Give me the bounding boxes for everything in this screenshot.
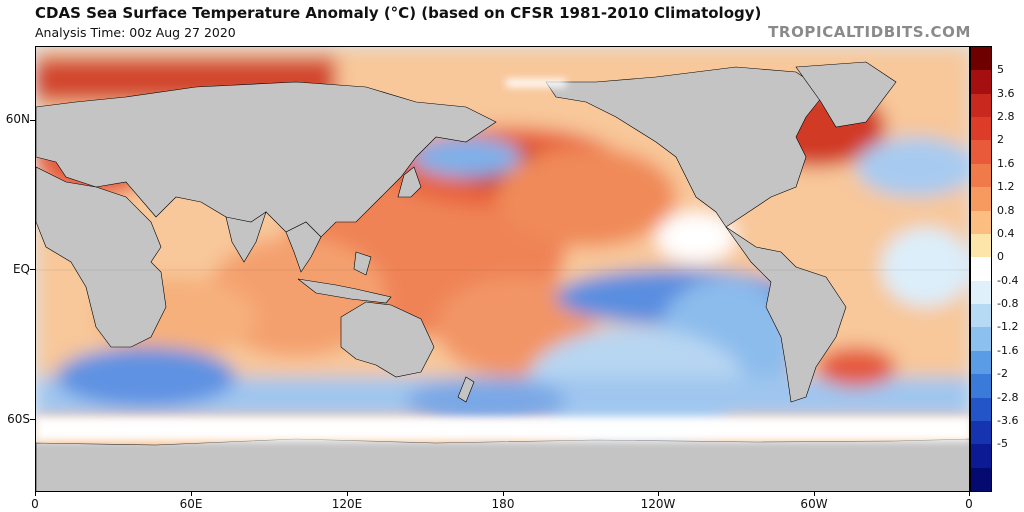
colorbar-tick-label: 5 <box>997 63 1004 77</box>
lon-tick <box>503 492 504 496</box>
lon-tick <box>969 492 970 496</box>
lon-label-0: 0 <box>31 497 39 511</box>
colorbar-tick-label: -0.4 <box>997 273 1019 287</box>
lat-label-60s: 60S <box>7 412 30 426</box>
colorbar-tick-label: 2 <box>997 133 1004 147</box>
colorbar-swatch <box>971 257 991 282</box>
lon-label-180: 180 <box>491 497 515 511</box>
colorbar-tick-label: -0.8 <box>997 297 1019 311</box>
colorbar-swatch <box>971 444 991 469</box>
colorbar-tick-label: -2.8 <box>997 390 1019 404</box>
colorbar-swatch <box>971 117 991 141</box>
colorbar-tick-label: 0 <box>997 250 1004 264</box>
colorbar-tick-label: -5 <box>997 437 1008 451</box>
lon-tick <box>814 492 815 496</box>
colorbar-tick-label: -2 <box>997 367 1008 381</box>
colorbar-tick-label: 2.8 <box>997 110 1015 124</box>
colorbar-tick-label: -1.6 <box>997 343 1019 357</box>
colorbar-swatch <box>971 93 991 118</box>
lon-label-0-end: 0 <box>965 497 973 511</box>
colorbar-swatch <box>971 47 991 71</box>
colorbar-swatch <box>971 140 991 165</box>
colorbar-swatch <box>971 163 991 188</box>
lon-tick <box>658 492 659 496</box>
lat-tick <box>30 120 35 121</box>
map-title: CDAS Sea Surface Temperature Anomaly (°C… <box>35 4 762 22</box>
colorbar-tick-label: 0.4 <box>997 226 1015 240</box>
colorbar-swatch <box>971 467 991 492</box>
lon-label-120w: 120W <box>640 497 676 511</box>
colorbar-tick-label: 1.2 <box>997 180 1015 194</box>
lat-label-eq: EQ <box>12 262 30 276</box>
colorbar-swatch <box>971 304 991 328</box>
colorbar-tick-label: 3.6 <box>997 86 1015 100</box>
colorbar-tick-label: -1.2 <box>997 320 1019 334</box>
lon-label-60e: 60E <box>179 497 203 511</box>
colorbar-swatch <box>971 70 991 95</box>
map-canvas <box>36 47 969 491</box>
lat-label-60n: 60N <box>5 112 30 126</box>
colorbar-swatch <box>971 327 991 352</box>
sst-anomaly-map <box>35 46 970 492</box>
colorbar-swatch <box>971 350 991 375</box>
lon-tick <box>191 492 192 496</box>
lon-tick <box>347 492 348 496</box>
colorbar-swatch <box>971 420 991 445</box>
colorbar-swatch <box>971 280 991 305</box>
lat-tick <box>30 269 35 270</box>
colorbar-swatch <box>971 397 991 422</box>
watermark: TROPICALTIDBITS.COM <box>768 23 971 41</box>
land <box>36 61 969 491</box>
sea-ice <box>36 79 969 441</box>
colorbar-tick-label: 0.8 <box>997 203 1015 217</box>
colorbar-swatch <box>971 187 991 212</box>
lon-tick <box>35 492 36 496</box>
lon-label-120e: 120E <box>331 497 363 511</box>
colorbar-swatch <box>971 374 991 399</box>
colorbar-tick-label: 1.6 <box>997 156 1015 170</box>
lat-tick <box>30 419 35 420</box>
lon-label-60w: 60W <box>800 497 828 511</box>
colorbar-swatch <box>971 210 991 235</box>
colorbar-tick-label: -3.6 <box>997 413 1019 427</box>
colorbar <box>970 46 992 492</box>
colorbar-swatch <box>971 233 991 258</box>
analysis-time: Analysis Time: 00z Aug 27 2020 <box>35 25 236 40</box>
